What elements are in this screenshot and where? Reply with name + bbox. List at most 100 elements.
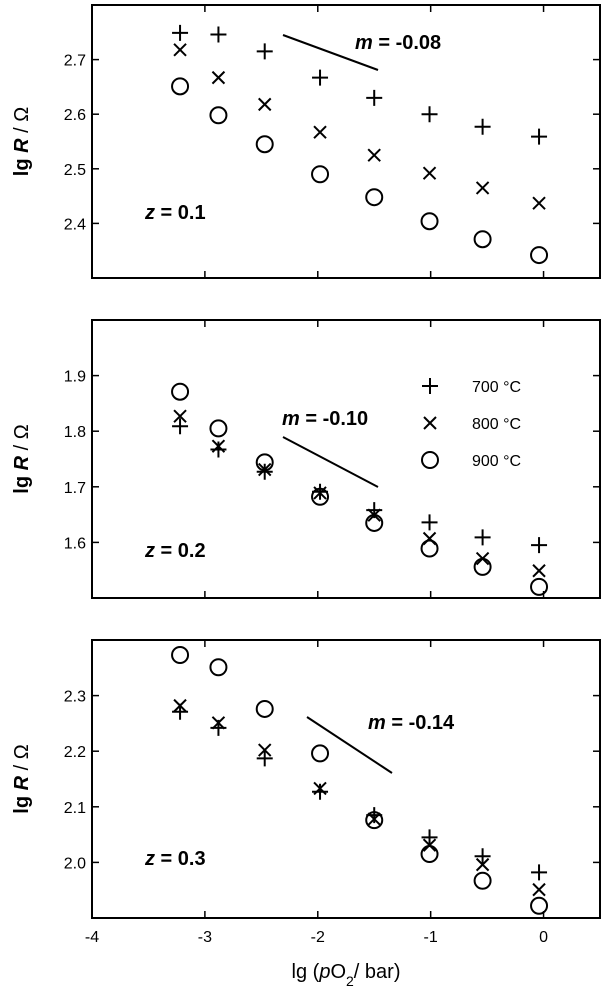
x-tick-label: 0 xyxy=(539,929,548,946)
plot-frame xyxy=(91,4,601,279)
cross-marker xyxy=(367,812,381,826)
circle-marker xyxy=(530,246,549,264)
slope-line xyxy=(282,436,379,488)
cross-marker xyxy=(258,97,272,112)
plus-marker xyxy=(256,750,273,767)
circle-marker xyxy=(530,577,549,596)
cross-marker xyxy=(211,70,226,85)
circle-marker xyxy=(473,871,492,890)
plus-marker xyxy=(531,128,548,145)
cross-marker xyxy=(211,439,226,453)
y-tick-label: 2.2 xyxy=(64,744,86,761)
plus-marker xyxy=(531,537,548,554)
y-axis-label: lg R / Ω xyxy=(11,424,33,493)
plus-marker xyxy=(312,783,329,800)
x-tick-label: -2 xyxy=(311,929,325,946)
y-tick-label: 1.6 xyxy=(64,535,86,552)
z-annotation-part: = 0.2 xyxy=(155,540,206,562)
cross-marker xyxy=(475,181,490,195)
y-tick-label: 1.7 xyxy=(64,480,86,497)
plus-marker xyxy=(210,441,227,458)
cross-marker xyxy=(313,781,327,796)
plus-marker xyxy=(256,463,273,480)
slope-annotation-part: m xyxy=(368,712,386,734)
plus-marker xyxy=(531,864,548,881)
x-tick-label: -1 xyxy=(424,929,438,946)
y-tick-label: 2.5 xyxy=(64,162,86,179)
circle-marker xyxy=(255,453,274,472)
z-annotation-part: z xyxy=(144,848,155,870)
slope-annotation: m = -0.14 xyxy=(368,712,455,734)
circle-marker xyxy=(365,811,384,830)
y-axis-label-part: lg xyxy=(11,470,33,493)
cross-marker xyxy=(475,857,490,872)
circle-marker xyxy=(420,539,439,558)
circle-marker xyxy=(365,188,384,207)
x-tick-label: -4 xyxy=(85,929,99,946)
cross-marker xyxy=(173,409,187,423)
slope-annotation-part: = -0.14 xyxy=(386,712,455,734)
slope-annotation-part: m xyxy=(282,408,300,430)
z-annotation: z = 0.3 xyxy=(144,848,206,870)
y-tick-label: 1.9 xyxy=(64,369,86,386)
plus-marker xyxy=(422,378,438,394)
circle-marker xyxy=(311,165,330,184)
plus-marker xyxy=(474,529,491,546)
plus-marker xyxy=(421,829,438,846)
z-annotation-part: = 0.1 xyxy=(155,202,206,224)
y-axis-label-part: R xyxy=(11,138,33,153)
y-axis-label-part: / Ω xyxy=(11,424,33,456)
plus-marker xyxy=(421,106,438,123)
circle-marker xyxy=(209,419,228,438)
plus-marker xyxy=(312,69,329,86)
circle-marker xyxy=(171,382,190,401)
plus-marker xyxy=(172,418,189,435)
circle-marker xyxy=(420,212,439,231)
y-axis-label-part: lg xyxy=(11,153,33,176)
circle-marker xyxy=(209,106,228,125)
plus-marker xyxy=(474,118,491,135)
y-axis-label-part: lg xyxy=(11,790,33,813)
slope-annotation-part: m xyxy=(355,32,373,54)
cross-marker xyxy=(313,125,327,139)
cross-marker xyxy=(211,716,226,730)
plus-marker xyxy=(210,26,227,43)
plus-marker xyxy=(172,24,189,41)
z-annotation: z = 0.1 xyxy=(144,202,206,224)
y-tick-label: 2.7 xyxy=(64,53,86,70)
circle-marker xyxy=(365,514,384,532)
cross-marker xyxy=(422,166,437,180)
x-axis-label-part: lg ( xyxy=(292,961,320,983)
cross-marker xyxy=(173,698,187,713)
y-axis-label: lg R / Ω xyxy=(11,107,33,176)
x-axis-label-part: / bar) xyxy=(354,961,401,983)
legend-label: 700 °C xyxy=(472,379,521,396)
plus-marker xyxy=(421,514,438,531)
y-axis-label-part: R xyxy=(11,455,33,470)
circle-marker xyxy=(171,77,190,96)
y-tick-label: 2.0 xyxy=(64,855,86,872)
y-tick-label: 2.4 xyxy=(64,216,86,233)
z-annotation-part: z xyxy=(144,202,155,224)
plus-marker xyxy=(366,89,383,106)
cross-marker xyxy=(532,882,546,897)
cross-marker xyxy=(173,43,187,57)
plus-marker xyxy=(474,848,491,865)
circle-marker xyxy=(311,487,330,506)
slope-annotation-part: = -0.08 xyxy=(373,32,441,54)
y-tick-label: 2.3 xyxy=(64,689,86,706)
y-tick-label: 1.8 xyxy=(64,424,86,441)
y-tick-label: 2.6 xyxy=(64,107,86,124)
y-axis-label-part: / Ω xyxy=(11,107,33,139)
circle-marker xyxy=(311,744,330,763)
y-tick-label: 2.1 xyxy=(64,800,86,817)
x-axis-label-part: O xyxy=(330,961,346,983)
plot-frame xyxy=(91,639,601,919)
cross-marker xyxy=(532,564,546,578)
circle-marker xyxy=(421,451,440,469)
circle-marker xyxy=(255,700,274,718)
z-annotation: z = 0.2 xyxy=(144,540,206,562)
circle-marker xyxy=(171,646,190,664)
cross-marker xyxy=(258,743,272,757)
